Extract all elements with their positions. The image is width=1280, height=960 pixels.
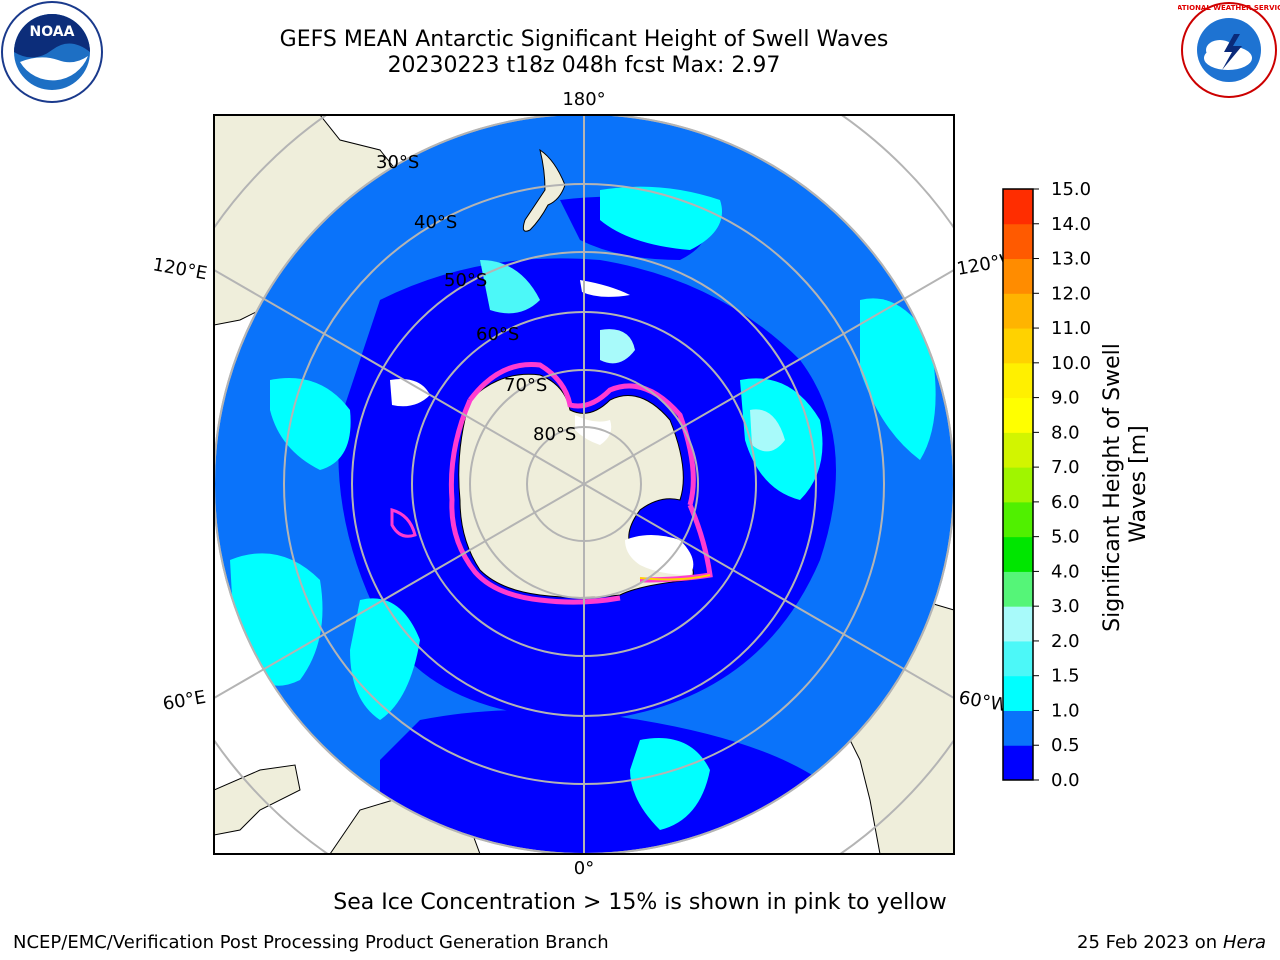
swell-patch-5 (600, 186, 722, 250)
noaa-logo: NOAA (1, 1, 103, 103)
colorbar-tick-label: 12.0 (1051, 283, 1091, 304)
swell-patch-8 (480, 260, 540, 314)
swell-patch-6 (270, 378, 351, 470)
colorbar-tick-label: 4.0 (1051, 561, 1080, 582)
colorbar-frame (1002, 188, 1034, 781)
longitude-grid (214, 115, 954, 854)
colorbar-segment (1003, 536, 1033, 572)
sea-ice-patch (390, 508, 417, 538)
colorbar-segment (1003, 745, 1033, 781)
colorbar-tick-label: 14.0 (1051, 214, 1091, 235)
sea-ice-note: Sea Ice Concentration > 15% is shown in … (333, 890, 947, 915)
swell-patch-10 (750, 409, 785, 452)
colorbar-segment (1003, 258, 1033, 294)
colorbar-segment (1003, 571, 1033, 607)
colorbar-segment (1003, 397, 1033, 433)
colorbar-segment (1003, 710, 1033, 746)
date-text: 25 Feb 2023 on Hera (1077, 932, 1266, 953)
colorbar-tick-label: 1.5 (1051, 666, 1080, 687)
low-swell-south (380, 710, 820, 854)
colorbar-tick-label: 8.0 (1051, 422, 1080, 443)
colorbar-tick-label: 7.0 (1051, 457, 1080, 478)
swell-patch-4 (860, 298, 936, 460)
lat-label-70s: 70°S (504, 375, 547, 396)
colorbar-tick-label: 3.0 (1051, 596, 1080, 617)
colorbar-tick-label: 13.0 (1051, 249, 1091, 270)
svg-text:NATIONAL WEATHER SERVICE: NATIONAL WEATHER SERVICE (1178, 4, 1280, 12)
colorbar-tick-label: 11.0 (1051, 318, 1091, 339)
colorbar-tick-label: 15.0 (1051, 179, 1091, 200)
nws-logo: NATIONAL WEATHER SERVICE (1178, 2, 1280, 98)
lat-label-30s: 30°S (376, 152, 419, 173)
nodata-patch-2 (580, 280, 630, 297)
lon-label-120e: 120°E (151, 254, 209, 284)
colorbar-segment (1003, 362, 1033, 399)
colorbar-tick-label: 9.0 (1051, 388, 1080, 409)
lat-label-60s: 60°S (476, 324, 519, 345)
svg-text:NOAA: NOAA (30, 24, 75, 40)
colorbar-segment (1003, 293, 1033, 329)
colorbar-segment (1003, 640, 1033, 677)
colorbar-segment (1003, 328, 1033, 364)
colorbar-tick-label: 6.0 (1051, 492, 1080, 513)
nodata-patch-1 (390, 379, 430, 407)
swell-patch-9 (600, 329, 635, 364)
lat-label-50s: 50°S (444, 270, 487, 291)
colorbar-title: Significant Height of Swell Waves [m] (1100, 336, 1151, 632)
chart-title: GEFS MEAN Antarctic Significant Height o… (279, 27, 889, 52)
colorbar-tick-label: 1.0 (1051, 700, 1080, 721)
colorbar-tick-label: 0.5 (1051, 735, 1080, 756)
lon-label-60e: 60°E (161, 687, 207, 715)
lat-label-80s: 80°S (533, 424, 576, 445)
madagascar-land (214, 764, 301, 836)
colorbar-segment (1003, 606, 1033, 642)
colorbar-segment (1003, 432, 1033, 468)
lat-label-40s: 40°S (414, 212, 457, 233)
colorbar-segment (1003, 467, 1033, 503)
lon-label-0: 0° (574, 858, 594, 879)
chart-subtitle: 20230223 t18z 048h fcst Max: 2.97 (387, 53, 781, 78)
colorbar-tick-label: 2.0 (1051, 631, 1080, 652)
colorbar-segment (1003, 189, 1033, 225)
colorbar-segment (1003, 223, 1033, 260)
colorbar-segment (1003, 675, 1033, 711)
lon-label-180: 180° (562, 89, 605, 110)
colorbar-tick-label: 5.0 (1051, 527, 1080, 548)
colorbar-tick-label: 10.0 (1051, 353, 1091, 374)
colorbar-segment (1003, 501, 1033, 538)
colorbar-tick-label: 0.0 (1051, 770, 1080, 791)
weddell-ice (625, 535, 694, 575)
lon-label-60w: 60°W (957, 687, 1010, 716)
credit-text: NCEP/EMC/Verification Post Processing Pr… (13, 932, 609, 953)
map-frame (213, 114, 955, 855)
swell-patch-7 (630, 738, 710, 830)
colorbar: 15.0 14.0 13.0 12.0 11.0 10.0 9.0 8.0 7.0 6.0 5.0 4… (1002, 179, 1091, 791)
